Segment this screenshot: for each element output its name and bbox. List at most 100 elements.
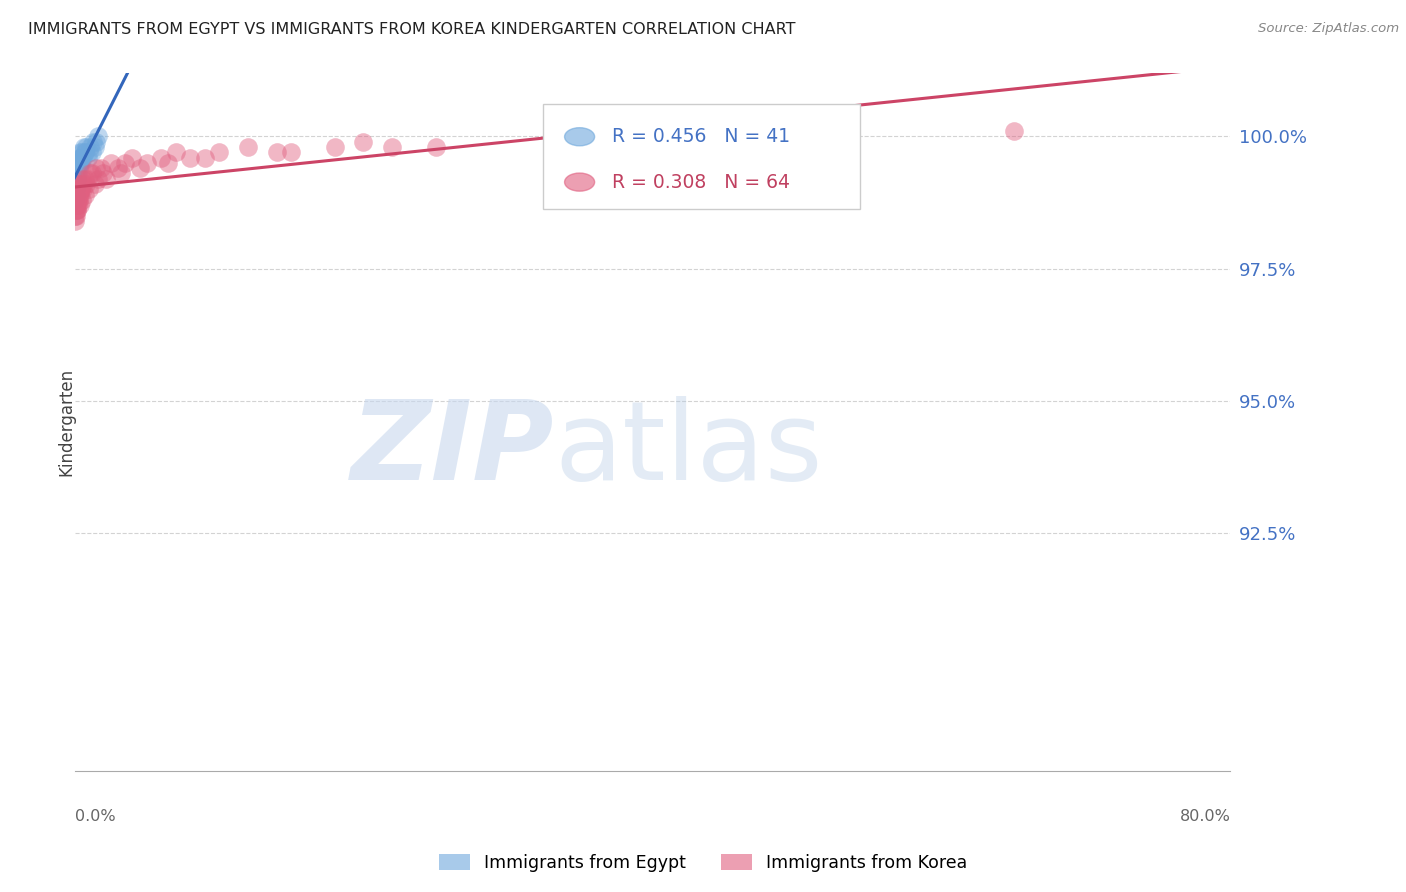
Point bbox=[69, 156, 91, 170]
Point bbox=[67, 177, 90, 191]
Point bbox=[236, 140, 259, 154]
Point bbox=[73, 187, 96, 202]
Point bbox=[67, 193, 90, 207]
Point bbox=[66, 161, 89, 175]
Point bbox=[70, 182, 93, 196]
Point bbox=[69, 151, 91, 165]
Point bbox=[65, 209, 87, 223]
Text: IMMIGRANTS FROM EGYPT VS IMMIGRANTS FROM KOREA KINDERGARTEN CORRELATION CHART: IMMIGRANTS FROM EGYPT VS IMMIGRANTS FROM… bbox=[28, 22, 796, 37]
Point bbox=[66, 193, 89, 207]
Point bbox=[128, 161, 150, 175]
Point bbox=[70, 156, 93, 170]
Point bbox=[76, 171, 98, 186]
Point bbox=[69, 182, 91, 196]
Point bbox=[150, 151, 173, 165]
Point bbox=[66, 156, 89, 170]
Point bbox=[89, 161, 111, 175]
Text: atlas: atlas bbox=[554, 396, 823, 503]
Point bbox=[67, 182, 90, 196]
Point bbox=[65, 182, 87, 196]
Point bbox=[84, 135, 107, 149]
Point bbox=[93, 166, 115, 180]
Text: R = 0.308   N = 64: R = 0.308 N = 64 bbox=[612, 173, 790, 192]
Point bbox=[69, 145, 91, 160]
Point bbox=[66, 198, 89, 212]
FancyBboxPatch shape bbox=[543, 104, 860, 209]
Point bbox=[70, 182, 93, 196]
Point bbox=[65, 161, 87, 175]
Point bbox=[65, 171, 87, 186]
Point bbox=[66, 203, 89, 218]
Text: Source: ZipAtlas.com: Source: ZipAtlas.com bbox=[1258, 22, 1399, 36]
Text: R = 0.456   N = 41: R = 0.456 N = 41 bbox=[612, 128, 790, 146]
Point bbox=[353, 135, 375, 149]
Point bbox=[83, 177, 105, 191]
Point bbox=[86, 129, 108, 144]
Point bbox=[75, 145, 97, 160]
Point bbox=[77, 145, 100, 160]
Point bbox=[65, 198, 87, 212]
Point bbox=[323, 140, 346, 154]
Point bbox=[193, 151, 215, 165]
Point bbox=[69, 177, 91, 191]
Point bbox=[69, 187, 91, 202]
Text: 80.0%: 80.0% bbox=[1180, 809, 1230, 824]
Point bbox=[70, 193, 93, 207]
Point bbox=[72, 171, 94, 186]
Point bbox=[165, 145, 187, 160]
Point bbox=[80, 145, 103, 160]
Point bbox=[66, 193, 89, 207]
Point bbox=[65, 209, 87, 223]
Point bbox=[100, 156, 122, 170]
Point bbox=[65, 182, 87, 196]
Point bbox=[381, 140, 404, 154]
Point bbox=[72, 151, 94, 165]
Point bbox=[67, 166, 90, 180]
Point bbox=[65, 187, 87, 202]
Point bbox=[65, 203, 87, 218]
Point bbox=[75, 171, 97, 186]
Text: ZIP: ZIP bbox=[350, 396, 554, 503]
Point bbox=[82, 135, 104, 149]
Point bbox=[179, 151, 201, 165]
Point bbox=[76, 151, 98, 165]
Point bbox=[66, 166, 89, 180]
Point bbox=[1002, 124, 1025, 138]
Point bbox=[66, 187, 89, 202]
Point bbox=[70, 151, 93, 165]
Point bbox=[79, 166, 101, 180]
Point bbox=[73, 140, 96, 154]
Point bbox=[83, 140, 105, 154]
Point bbox=[72, 182, 94, 196]
Point bbox=[66, 203, 89, 218]
Point bbox=[67, 198, 90, 212]
Point bbox=[77, 182, 100, 196]
Point bbox=[69, 198, 91, 212]
Point bbox=[280, 145, 302, 160]
Point bbox=[65, 214, 87, 228]
Point bbox=[208, 145, 231, 160]
Circle shape bbox=[565, 128, 595, 145]
Point bbox=[84, 161, 107, 175]
Legend: Immigrants from Egypt, Immigrants from Korea: Immigrants from Egypt, Immigrants from K… bbox=[432, 847, 974, 879]
Point bbox=[73, 145, 96, 160]
Point bbox=[72, 177, 94, 191]
Point bbox=[107, 161, 129, 175]
Point bbox=[65, 193, 87, 207]
Point bbox=[425, 140, 447, 154]
Point bbox=[79, 140, 101, 154]
Point bbox=[266, 145, 288, 160]
Point bbox=[80, 166, 103, 180]
Y-axis label: Kindergarten: Kindergarten bbox=[58, 368, 75, 476]
Point bbox=[72, 145, 94, 160]
Point bbox=[66, 182, 89, 196]
Point bbox=[110, 166, 132, 180]
Point bbox=[157, 156, 180, 170]
Point bbox=[66, 156, 89, 170]
Point bbox=[65, 198, 87, 212]
Point bbox=[65, 193, 87, 207]
Point bbox=[65, 177, 87, 191]
Point bbox=[75, 177, 97, 191]
Point bbox=[65, 161, 87, 175]
Point bbox=[67, 151, 90, 165]
